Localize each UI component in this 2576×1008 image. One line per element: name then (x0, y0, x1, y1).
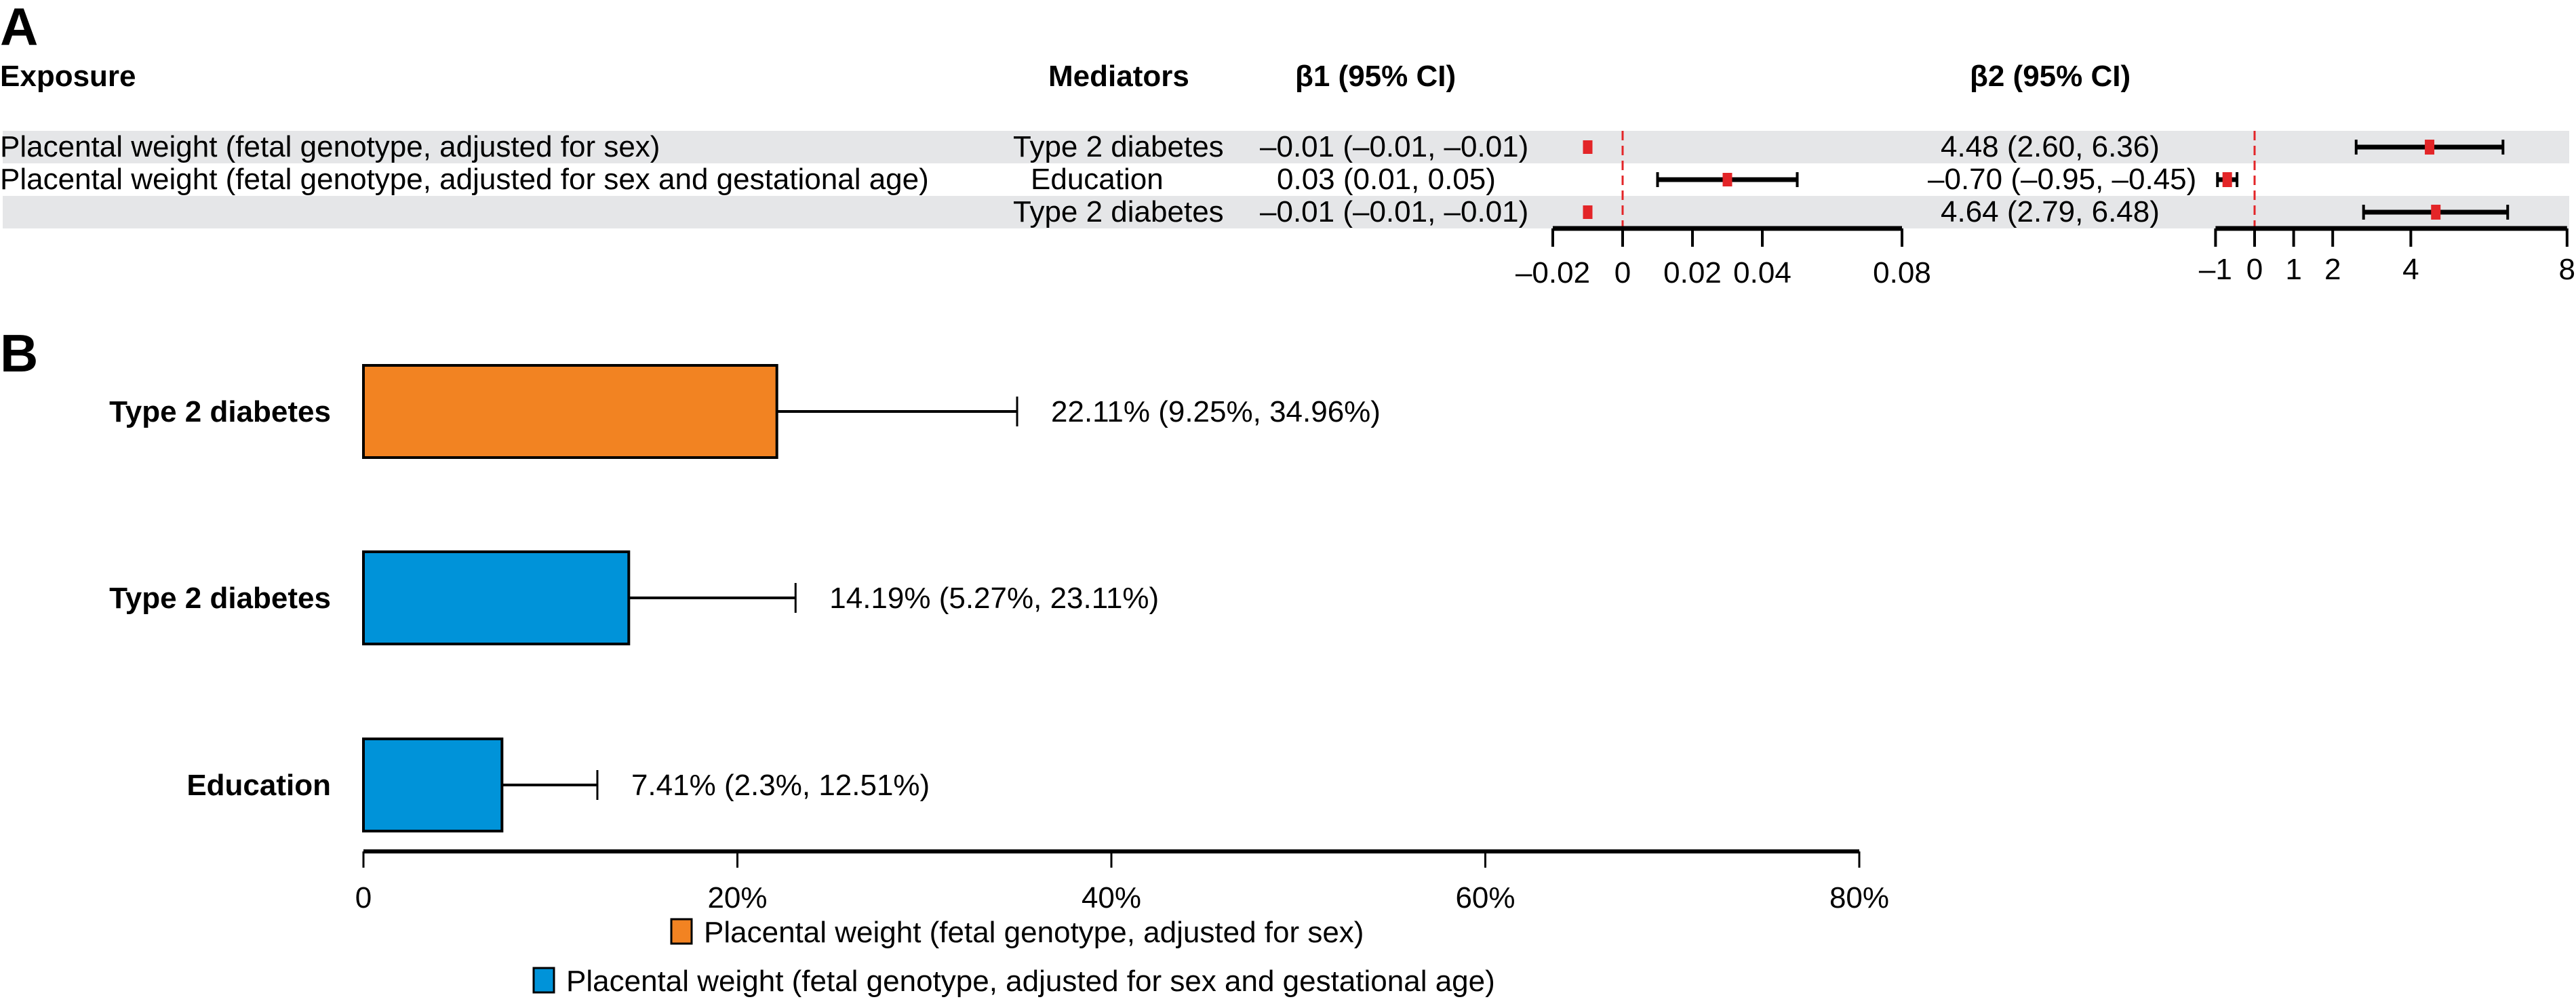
x-tick-label: 0 (2246, 253, 2263, 286)
row-beta1: –0.01 (–0.01, –0.01) (1260, 130, 1529, 163)
bar-value-label: 14.19% (5.27%, 23.11%) (829, 582, 1159, 615)
header-exposure: Exposure (0, 60, 136, 93)
legend-swatch (532, 967, 555, 994)
legend-label: Placental weight (fetal genotype, adjust… (704, 916, 1364, 949)
row-beta1: –0.01 (–0.01, –0.01) (1260, 195, 1529, 228)
header-beta1: β1 (95% CI) (1295, 60, 1457, 93)
x-tick-label: 0.08 (1873, 256, 1931, 289)
point-estimate (2222, 172, 2232, 187)
row-exposure: Placental weight (fetal genotype, adjust… (0, 130, 660, 163)
x-tick-label: 2 (2324, 253, 2341, 286)
x-tick-label: 4 (2402, 253, 2419, 286)
category-label: Type 2 diabetes (109, 395, 331, 428)
category-label: Type 2 diabetes (109, 582, 331, 615)
legend-swatch (670, 918, 693, 945)
x-tick-label: 0.04 (1733, 256, 1791, 289)
bar (362, 738, 504, 832)
point-estimate (1583, 205, 1593, 219)
x-tick-label: 0.02 (1663, 256, 1722, 289)
x-tick-label: –0.02 (1515, 256, 1590, 289)
x-tick-label: –1 (2199, 253, 2232, 286)
row-mediator: Type 2 diabetes (1013, 195, 1224, 228)
panel-a-label: A (0, 0, 39, 56)
x-tick-label: 8 (2559, 253, 2575, 286)
mediation-bar-chart: 22.11% (9.25%, 34.96%) Type 2 diabetes 14.… (109, 364, 1889, 998)
x-tick-label: 0 (355, 881, 372, 914)
panel-b-label: B (0, 323, 39, 383)
header-beta2: β2 (95% CI) (1970, 60, 2131, 93)
point-estimate (2425, 140, 2435, 155)
row-beta1: 0.03 (0.01, 0.05) (1277, 163, 1496, 196)
row-beta2: 4.48 (2.60, 6.36) (1941, 130, 2160, 163)
row-shade-1 (3, 131, 2569, 163)
point-estimate (2431, 205, 2441, 220)
bar-value-label: 22.11% (9.25%, 34.96%) (1051, 395, 1381, 428)
x-tick-label: 20% (707, 881, 767, 914)
row-mediator: Type 2 diabetes (1013, 130, 1224, 163)
x-tick-label: 1 (2285, 253, 2301, 286)
row-mediator: Education (1031, 163, 1164, 196)
bar-value-label: 7.41% (2.3%, 12.51%) (631, 769, 930, 802)
row-shade-3 (3, 196, 2569, 228)
category-label: Education (186, 769, 331, 802)
bar (362, 364, 778, 459)
point-estimate (1583, 140, 1593, 154)
x-tick-label: 80% (1829, 881, 1889, 914)
x-tick-label: 40% (1082, 881, 1141, 914)
forest-plot-beta1: –0.02 0 0.02 0.04 0.08 (1515, 131, 1931, 289)
legend-label: Placental weight (fetal genotype, adjust… (566, 965, 1495, 998)
row-exposure: Placental weight (fetal genotype, adjust… (0, 163, 929, 196)
row-beta2: –0.70 (–0.95, –0.45) (1928, 163, 2197, 196)
row-beta2: 4.64 (2.79, 6.48) (1941, 195, 2160, 228)
forest-plot-beta2: –1 0 1 2 4 8 (2199, 131, 2575, 286)
header-mediators: Mediators (1048, 60, 1189, 93)
x-tick-label: 0 (1614, 256, 1631, 289)
bar (362, 550, 631, 645)
point-estimate (1722, 173, 1732, 186)
x-tick-label: 60% (1455, 881, 1515, 914)
